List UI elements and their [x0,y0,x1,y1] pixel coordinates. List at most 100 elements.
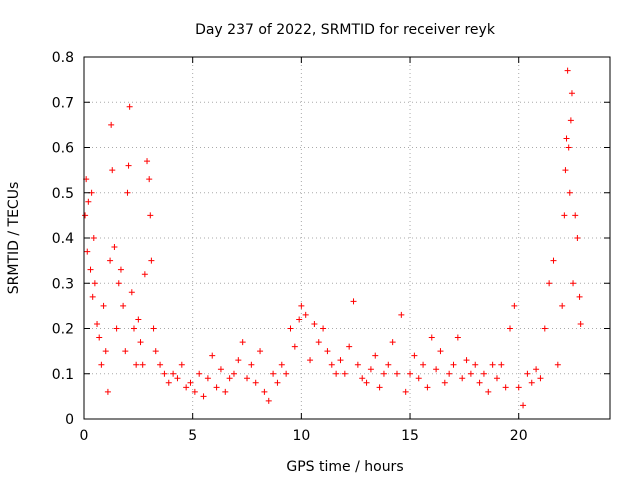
data-point [570,280,577,287]
data-point [230,370,237,377]
y-tick-label: 0.8 [52,50,74,66]
data-point [239,339,246,346]
data-point [407,370,414,377]
data-point [165,379,172,386]
data-point [152,348,159,355]
data-point [380,370,387,377]
data-point [157,361,164,368]
data-points [82,67,584,409]
data-point [541,325,548,332]
data-point [128,289,135,296]
data-point [191,388,198,395]
data-point [120,302,127,309]
data-point [122,348,129,355]
data-point [328,361,335,368]
data-point [463,357,470,364]
data-point [170,370,177,377]
data-point [454,334,461,341]
x-tick-label: 20 [510,428,528,444]
data-point [226,375,233,382]
data-point [96,334,103,341]
data-point [337,357,344,364]
data-point [333,370,340,377]
data-point [428,334,435,341]
data-point [115,280,122,287]
data-point [200,393,207,400]
data-point [537,375,544,382]
data-point [265,397,272,404]
y-tick-label: 0.5 [52,186,74,202]
y-tick-label: 0.2 [52,322,74,338]
data-point [565,144,572,151]
data-point [130,325,137,332]
data-point [574,235,581,241]
data-point [507,325,514,332]
data-point [213,384,220,391]
data-point [320,325,327,332]
data-point [359,375,366,382]
data-point [274,379,281,386]
data-point [84,248,91,255]
data-point [196,370,203,377]
data-point [147,212,154,219]
data-point [217,366,224,373]
data-point [133,361,140,368]
data-point [520,402,527,409]
data-point [354,361,361,368]
data-point [90,235,97,241]
y-tick-label: 0.7 [52,95,74,111]
data-point [261,388,268,395]
data-point [278,361,285,368]
data-point [178,361,185,368]
data-point [567,117,574,124]
data-point [402,388,409,395]
x-tick-label: 10 [292,428,310,444]
data-point [559,302,566,309]
data-point [476,379,483,386]
data-point [85,198,92,205]
y-tick-label: 0.4 [52,231,74,247]
data-point [493,375,500,382]
y-tick-label: 0 [65,412,74,428]
data-point [376,384,383,391]
data-point [89,293,96,300]
data-point [367,366,374,373]
data-point [459,375,466,382]
data-point [533,366,540,373]
data-point [137,339,144,346]
data-point [270,370,277,377]
data-point [363,379,370,386]
data-point [82,212,89,219]
data-point [566,189,573,196]
data-point [564,67,571,74]
data-point [420,361,427,368]
x-tick-label: 0 [80,428,89,444]
data-point [222,388,229,395]
data-point [146,176,153,183]
data-point [385,361,392,368]
data-point [287,325,294,332]
data-point [235,357,242,364]
data-point [546,280,553,287]
data-point [257,348,264,355]
data-point [528,379,535,386]
data-point [577,320,584,327]
x-axis-ticks: 0 5 10 15 20 [80,57,528,444]
data-point [572,212,579,219]
y-tick-label: 0.1 [52,367,74,383]
data-point [502,384,509,391]
data-point [117,266,124,273]
data-point [244,375,251,382]
data-point [562,167,569,174]
data-point [150,325,157,332]
data-point [446,370,453,377]
y-axis-label: SRMTID / TECUs [6,182,22,295]
data-point [104,388,111,395]
data-point [324,348,331,355]
data-point [561,212,568,219]
data-point [467,370,474,377]
data-point [187,379,194,386]
data-point [472,361,479,368]
data-point [108,121,115,128]
data-point [511,302,518,309]
